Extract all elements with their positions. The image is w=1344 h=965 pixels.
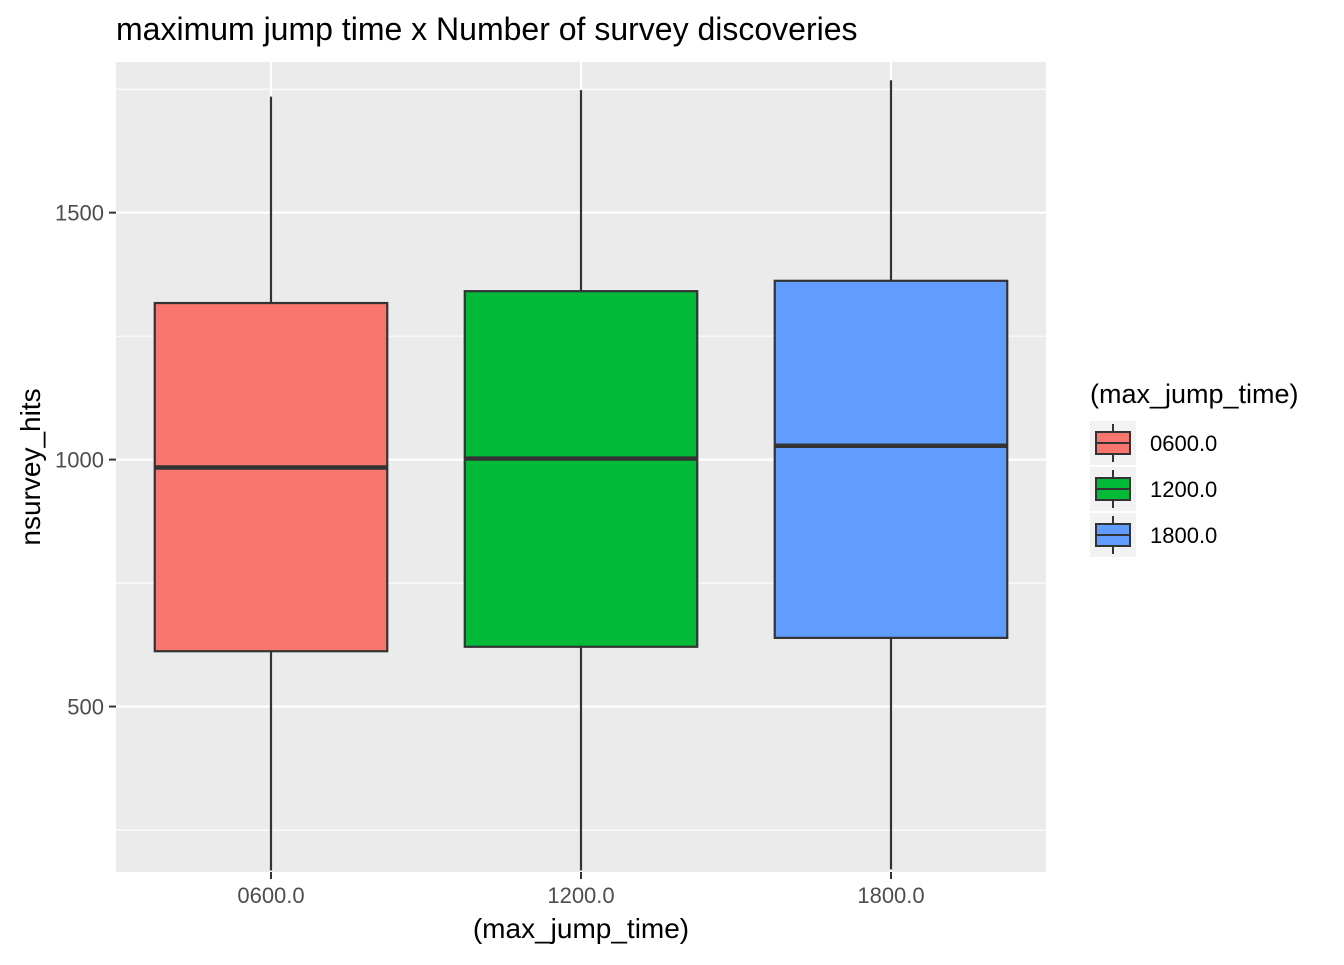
legend-label: 1800.0: [1150, 523, 1217, 548]
x-tick-label: 0600.0: [237, 883, 304, 908]
x-axis-label: (max_jump_time): [473, 913, 689, 944]
legend-title: (max_jump_time): [1090, 379, 1299, 409]
boxes: [153, 80, 1009, 871]
legend-item-1200.0: 1200.0: [1090, 467, 1217, 511]
legend-label: 0600.0: [1150, 431, 1217, 456]
y-axis: 500 1000 1500: [55, 201, 116, 720]
y-axis-label: nsurvey_hits: [15, 388, 46, 545]
x-tick-label: 1200.0: [547, 883, 614, 908]
legend: (max_jump_time) 0600.0 1200.0 1800.0: [1090, 379, 1299, 557]
box-1800.0: [773, 80, 1009, 870]
legend-keys: 0600.0 1200.0 1800.0: [1090, 421, 1217, 557]
box-1200.0: [463, 90, 699, 871]
y-tick-label: 1000: [55, 448, 104, 473]
box-iqr: [153, 301, 389, 653]
legend-item-0600.0: 0600.0: [1090, 421, 1217, 465]
box-0600.0: [153, 96, 389, 871]
x-tick-label: 1800.0: [857, 883, 924, 908]
x-axis: 0600.0 1200.0 1800.0: [237, 872, 925, 908]
legend-label: 1200.0: [1150, 477, 1217, 502]
chart-title: maximum jump time x Number of survey dis…: [116, 11, 858, 47]
box-iqr: [463, 290, 699, 648]
legend-item-1800.0: 1800.0: [1090, 513, 1217, 557]
y-tick-label: 1500: [55, 201, 104, 226]
y-tick-label: 500: [67, 695, 104, 720]
box-iqr: [773, 279, 1009, 639]
